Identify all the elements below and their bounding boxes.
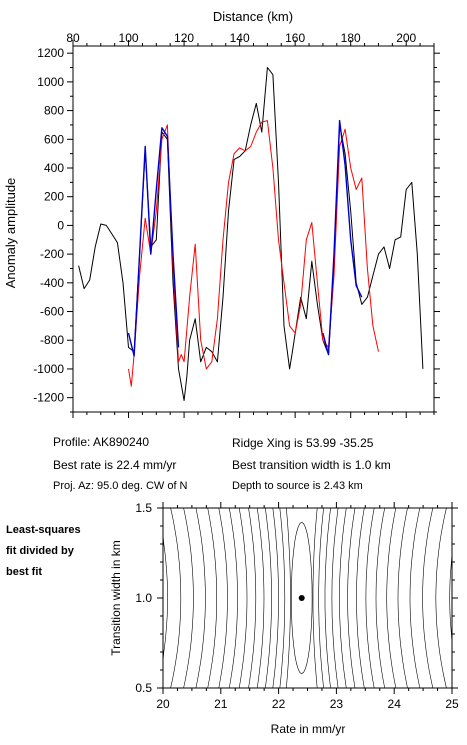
contour-line (256, 507, 265, 689)
x-tick-label: 24 (388, 697, 402, 711)
contour-line (356, 507, 365, 689)
contour-line (422, 507, 434, 689)
contour-line (331, 507, 339, 689)
contour-line (386, 507, 397, 689)
contour-line (324, 507, 331, 689)
y-tick-label: -1000 (33, 362, 64, 376)
x-tick-label: 20 (156, 697, 170, 711)
contour-line (449, 508, 453, 688)
y-tick-label: 1200 (37, 46, 64, 60)
contour-line (183, 507, 194, 689)
contour-axes: 20 21 22 23 24 25 0.5 1.0 1.5 (135, 501, 459, 711)
x-tick-label: 120 (174, 31, 194, 45)
contour-line (207, 507, 218, 689)
y-tick-label: 1.0 (135, 591, 152, 605)
series-line (128, 120, 379, 387)
y-tick-label: 0.5 (135, 681, 152, 695)
contour-line (409, 507, 421, 689)
x-tick-label: 180 (341, 31, 361, 45)
best-fit-point (298, 595, 305, 601)
x-axis-title: Rate in mm/yr (271, 722, 346, 736)
contour-line (435, 507, 447, 689)
contour-line (229, 507, 238, 689)
y-axis-title: Transition width in km (109, 540, 123, 656)
proj-az-label: Proj. Az: 95.0 deg. CW of N (53, 480, 188, 492)
contour-line (347, 507, 356, 689)
anomaly-series (78, 67, 424, 401)
y-tick-label: 600 (44, 132, 64, 146)
y-tick-label: 0 (57, 218, 64, 232)
y-tick-label: 1.5 (135, 501, 152, 515)
profile-label: Profile: AK890240 (53, 435, 150, 449)
contour-line (238, 507, 248, 689)
y-tick-label: -200 (40, 247, 64, 261)
x-tick-label: 80 (66, 31, 80, 45)
series-line (127, 127, 180, 357)
anomaly-plot-frame (72, 45, 435, 413)
x-tick-label: 100 (119, 31, 139, 45)
misfit-contours (162, 507, 453, 689)
contour-plot-frame (162, 507, 453, 689)
ridge-xing-label: Ridge Xing is 53.99 -35.25 (232, 436, 374, 450)
y-tick-label: -1200 (33, 391, 64, 405)
y-tick-label: 400 (44, 161, 64, 175)
contour-line (397, 507, 408, 689)
contour-line (375, 507, 385, 689)
x-tick-label: 21 (214, 697, 228, 711)
x-tick-label: 200 (396, 31, 416, 45)
x-axis-title: Distance (km) (213, 9, 293, 24)
series-line (78, 67, 424, 401)
note-line: fit divided by (6, 545, 74, 557)
contour-line (218, 507, 228, 689)
contour-line (265, 507, 272, 689)
best-width-label: Best transition width is 1.0 km (232, 458, 391, 472)
x-tick-label: 25 (445, 697, 459, 711)
best-rate-label: Best rate is 22.4 mm/yr (53, 458, 177, 472)
y-tick-label: 200 (44, 190, 64, 204)
y-tick-label: 800 (44, 104, 64, 118)
anomaly-axes: 80 100 120 140 160 180 200 1200 1000 800 600 400 200… (33, 31, 440, 418)
contour-line (195, 507, 206, 689)
x-tick-label: 140 (230, 31, 250, 45)
contour-line (318, 507, 324, 689)
contour-line (162, 508, 168, 688)
y-tick-label: -600 (40, 305, 64, 319)
y-tick-label: 1000 (37, 75, 64, 89)
contour-line (170, 507, 182, 689)
x-tick-label: 23 (330, 697, 344, 711)
note-line: best fit (6, 566, 43, 578)
anomaly-chart: 80 100 120 140 160 180 200 1200 1000 800 600 400 200… (3, 9, 440, 418)
least-squares-note: Least-squares fit divided by best fit (6, 520, 81, 583)
y-tick-label: -400 (40, 276, 64, 290)
series-line (322, 119, 363, 356)
contour-line (312, 507, 318, 689)
y-axis-title: Anomaly amplitude (3, 178, 18, 289)
y-tick-label: -800 (40, 333, 64, 347)
contour-line (279, 507, 286, 689)
contour-line (286, 507, 291, 689)
x-tick-label: 22 (272, 697, 286, 711)
contour-line (290, 522, 313, 674)
contour-line (248, 507, 257, 689)
x-tick-label: 160 (285, 31, 305, 45)
contour-line (365, 507, 375, 689)
depth-label: Depth to source is 2.43 km (232, 480, 363, 492)
contour-line (339, 507, 347, 689)
contour-line (272, 507, 279, 689)
note-line: Least-squares (6, 524, 81, 536)
